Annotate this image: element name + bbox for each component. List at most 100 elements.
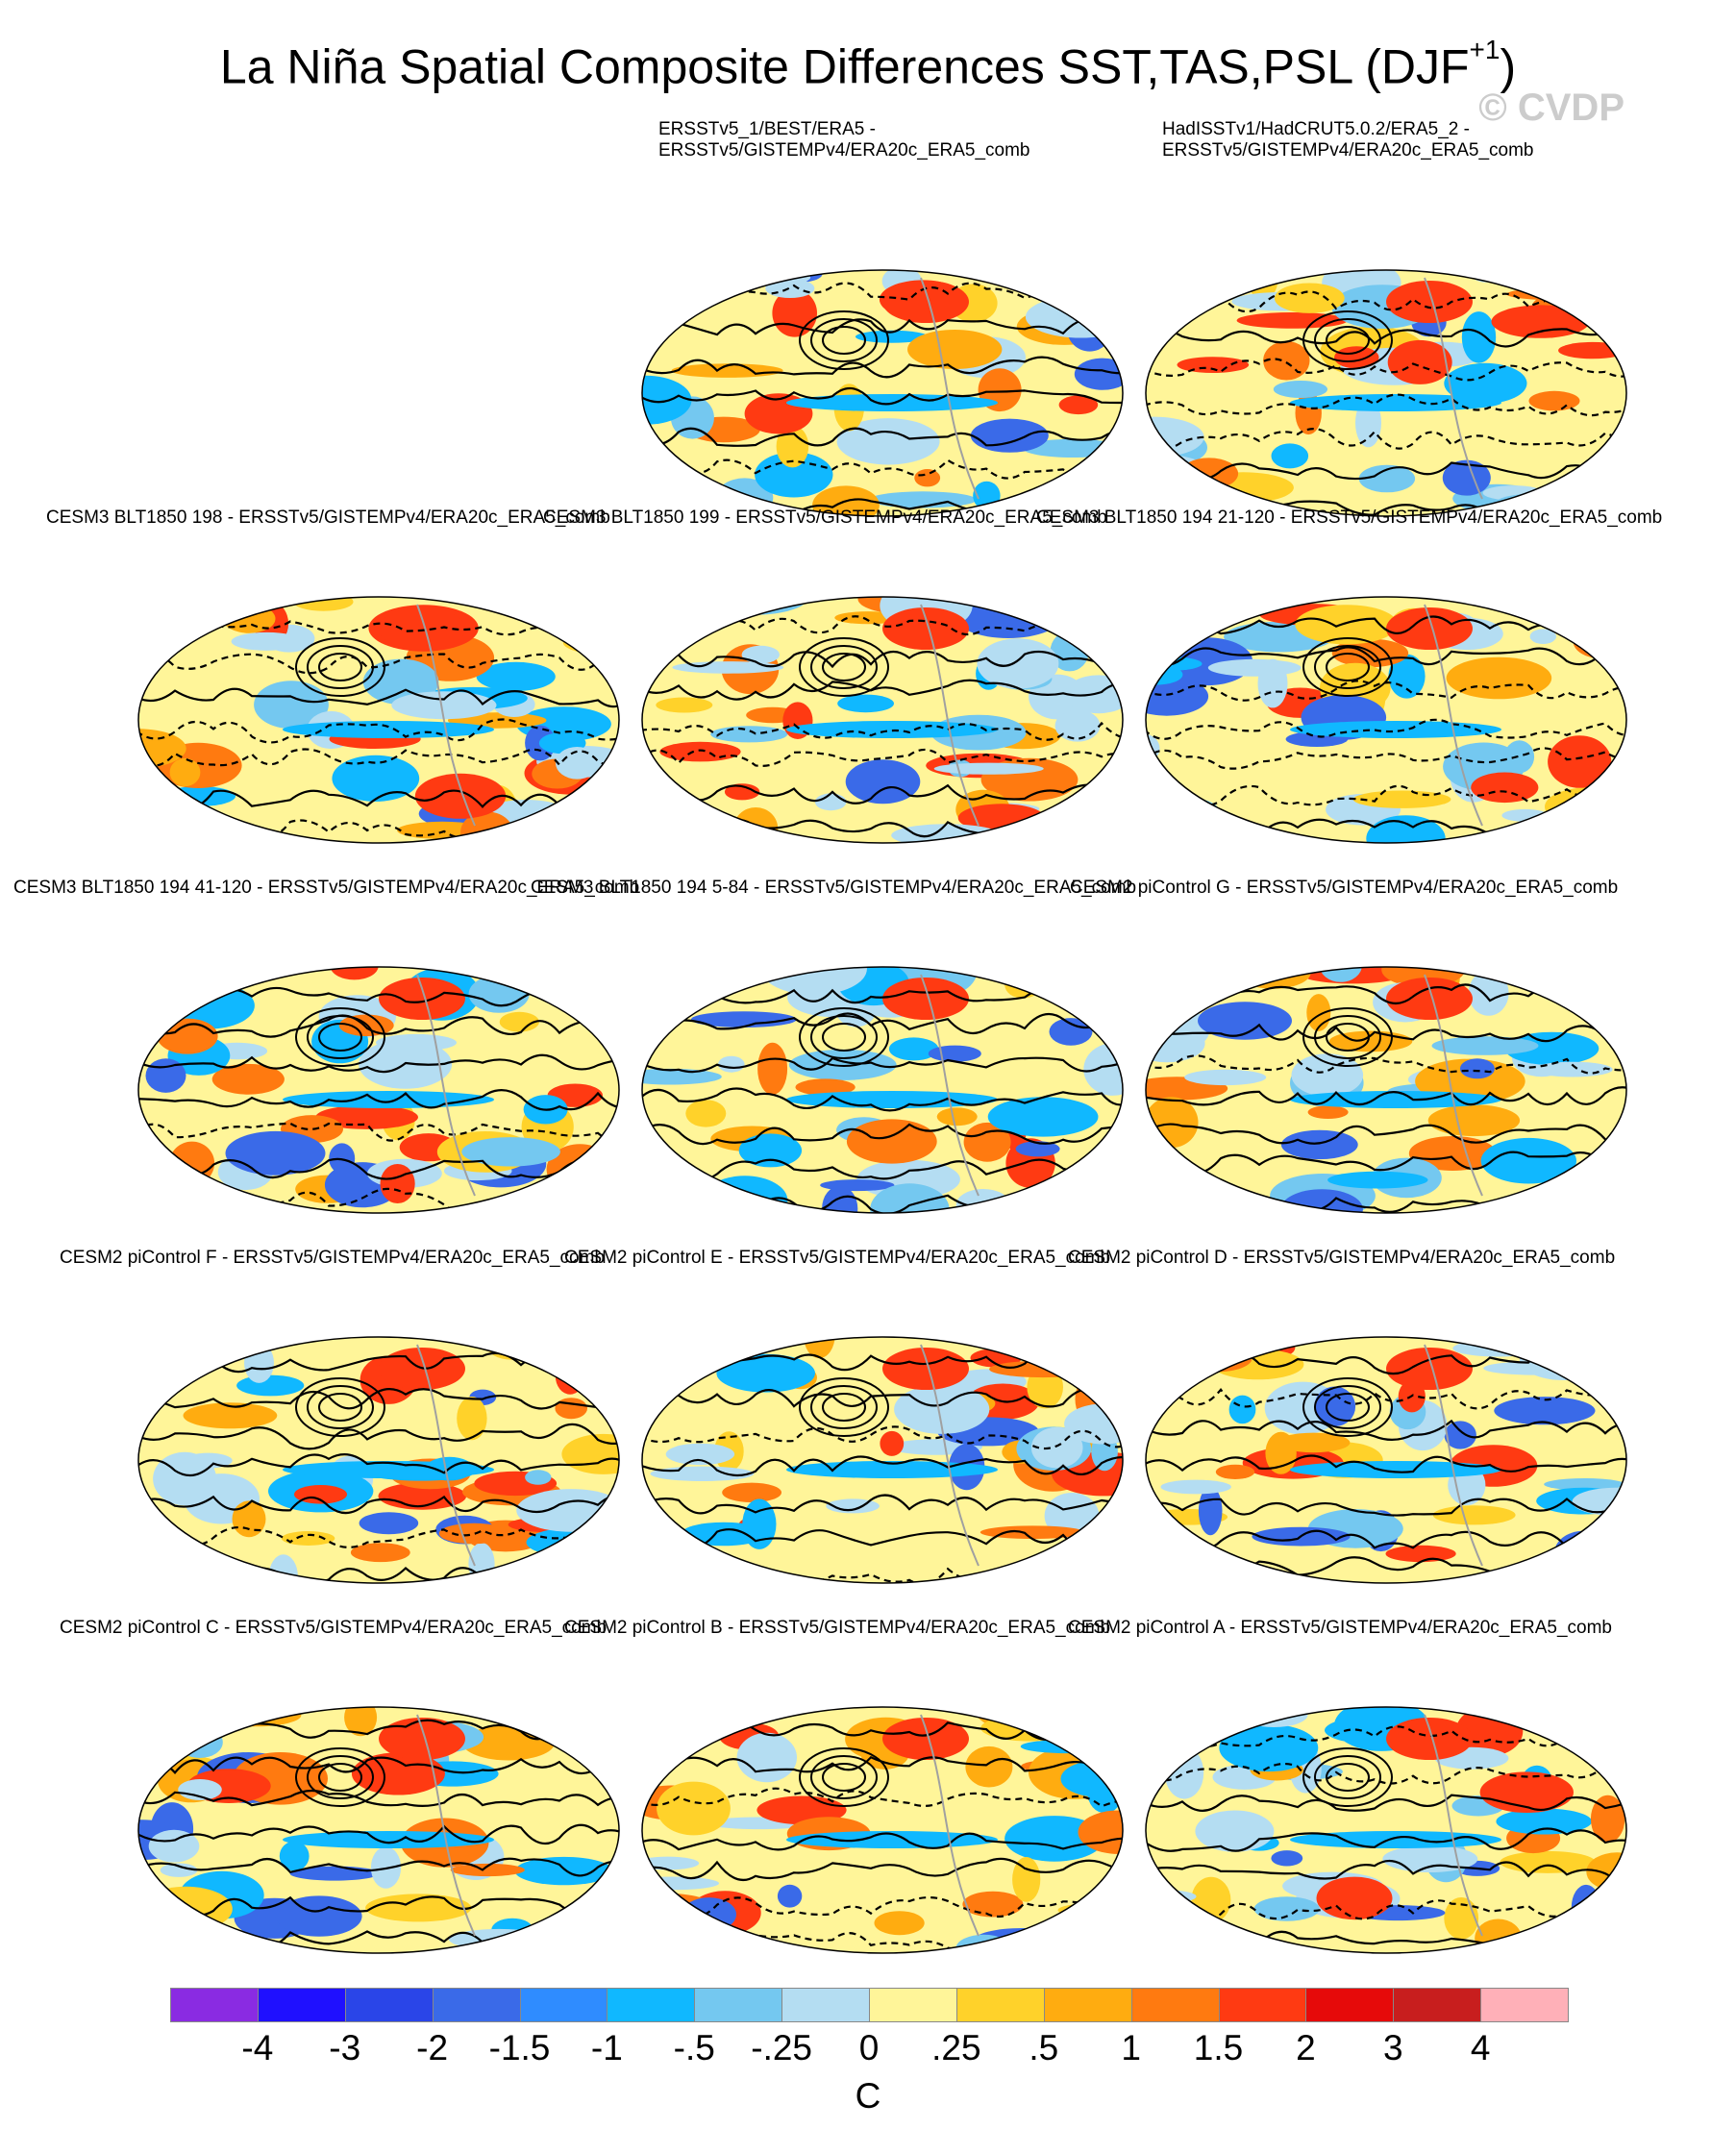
pressure-center-contour [799,637,889,697]
anomaly-patch [1491,305,1590,338]
anomaly-patch [1382,1845,1478,1872]
north-america-warm-anomaly [882,978,969,1020]
anomaly-patch [1471,772,1539,804]
coastline [920,974,980,1197]
anomaly-patch [907,330,1003,369]
anomaly-patch [928,1045,981,1062]
map-border [1145,269,1627,517]
anomaly-patch [147,967,236,977]
anomaly-patch [888,1037,939,1061]
map-border [1145,966,1627,1214]
anomaly-patch [760,967,867,996]
anomaly-patch [869,491,977,508]
equatorial-cold-tongue [1290,394,1501,411]
world-map-panel [137,596,620,844]
anomaly-patch [1586,1852,1626,1892]
anomaly-patch [684,1200,754,1213]
anomaly-patch [177,1726,223,1758]
anomaly-patch [1203,967,1255,985]
psl-contour [1146,1419,1626,1441]
anomaly-patch [820,1179,895,1192]
title-text: La Niña Spatial Composite Differences SS… [219,39,1470,94]
anomaly-patch [672,661,784,674]
anomaly-patch [193,967,260,978]
pressure-center-contour [1314,318,1381,362]
anomaly-patch [690,1707,799,1717]
anomaly-patch [846,1119,937,1164]
anomaly-patch [1146,1890,1197,1903]
panel-title: CESM3 BLT1850 198 - ERSSTv5/GISTEMPv4/ER… [46,507,610,528]
anomaly-patch [359,1512,419,1535]
north-america-warm-anomaly [882,281,969,323]
anomaly-patch [210,1707,302,1727]
pressure-center-contour [822,1023,866,1052]
pressure-center-contour [799,1007,889,1067]
panel-title: CESM2 piControl D - ERSSTv5/GISTEMPv4/ER… [1068,1248,1616,1268]
equatorial-cold-tongue [786,1091,998,1108]
world-map-panel [641,1706,1124,1954]
pressure-center-contour [318,1763,362,1792]
anomaly-patch [955,1934,1012,1953]
anomaly-patch [169,757,201,787]
colorbar-swatch [607,1988,696,2022]
anomaly-patch [457,1397,487,1441]
anomaly-patch [315,1104,418,1129]
map-border [641,269,1124,517]
psl-contour [1146,1859,1626,1880]
psl-contour [642,1123,1123,1146]
anomaly-patch [414,773,507,819]
anomaly-patch [1240,1707,1308,1727]
colorbar-tick-label: -4 [241,2028,274,2067]
anomaly-patch [593,1141,619,1180]
anomaly-patch [330,967,379,980]
anomaly-patch [1506,287,1603,301]
anomaly-patch [1146,1914,1179,1948]
anomaly-patch [977,638,1059,689]
anomaly-patch [595,1707,619,1724]
anomaly-patch [268,1554,298,1583]
pressure-center-contour [1302,310,1393,370]
anomaly-patch [656,697,713,713]
pressure-center-contour [307,1015,374,1059]
anomaly-patch [1257,658,1288,708]
panel-title: CESM3 BLT1850 194 21-120 - ERSSTv5/GISTE… [1036,507,1663,528]
map-border [1145,1706,1627,1954]
anomaly-patch [1015,1141,1060,1157]
anomaly-patch [138,617,202,649]
panel-title: CESM3 BLT1850 199 - ERSSTv5/GISTEMPv4/ER… [543,507,1107,528]
colorbar-swatch [1218,1988,1307,2022]
psl-contour [138,718,619,744]
anomaly-patch [1444,1421,1476,1449]
anomaly-patch [1577,1159,1626,1175]
world-map-panel [1145,269,1627,517]
colorbar-swatch [1480,1988,1569,2022]
psl-contour [138,1388,619,1410]
panel-title: CESM2 piControl G - ERSSTv5/GISTEMPv4/ER… [1070,878,1619,898]
psl-contour [642,679,1123,701]
psl-contour [642,317,1123,336]
psl-contour [1146,358,1626,382]
anomaly-patch [642,1856,700,1870]
anomaly-patch [665,1443,735,1466]
anomaly-patch [718,1055,745,1073]
colorbar-swatch [1393,1988,1482,2022]
anomaly-patch [1219,1723,1319,1772]
pressure-center-contour [318,1023,362,1052]
psl-contour [1146,783,1626,807]
psl-contour [138,687,619,708]
anomaly-patch [1184,1069,1267,1086]
anomaly-patch [555,1357,585,1395]
anomaly-patch [1146,1351,1193,1376]
colorbar-tick-label: -2 [416,2028,449,2067]
anomaly-patch [1146,817,1223,835]
anomaly-patch [1060,1760,1123,1797]
anomaly-patch [1235,967,1311,989]
anomaly-patch [722,1482,781,1502]
anomaly-patch [642,1911,683,1953]
pressure-center-contour [1326,326,1370,355]
anomaly-patch [710,726,788,743]
world-map-panel [137,966,620,1214]
anomaly-patch [642,1921,698,1953]
map-border [641,1336,1124,1584]
north-america-warm-anomaly [882,607,969,650]
